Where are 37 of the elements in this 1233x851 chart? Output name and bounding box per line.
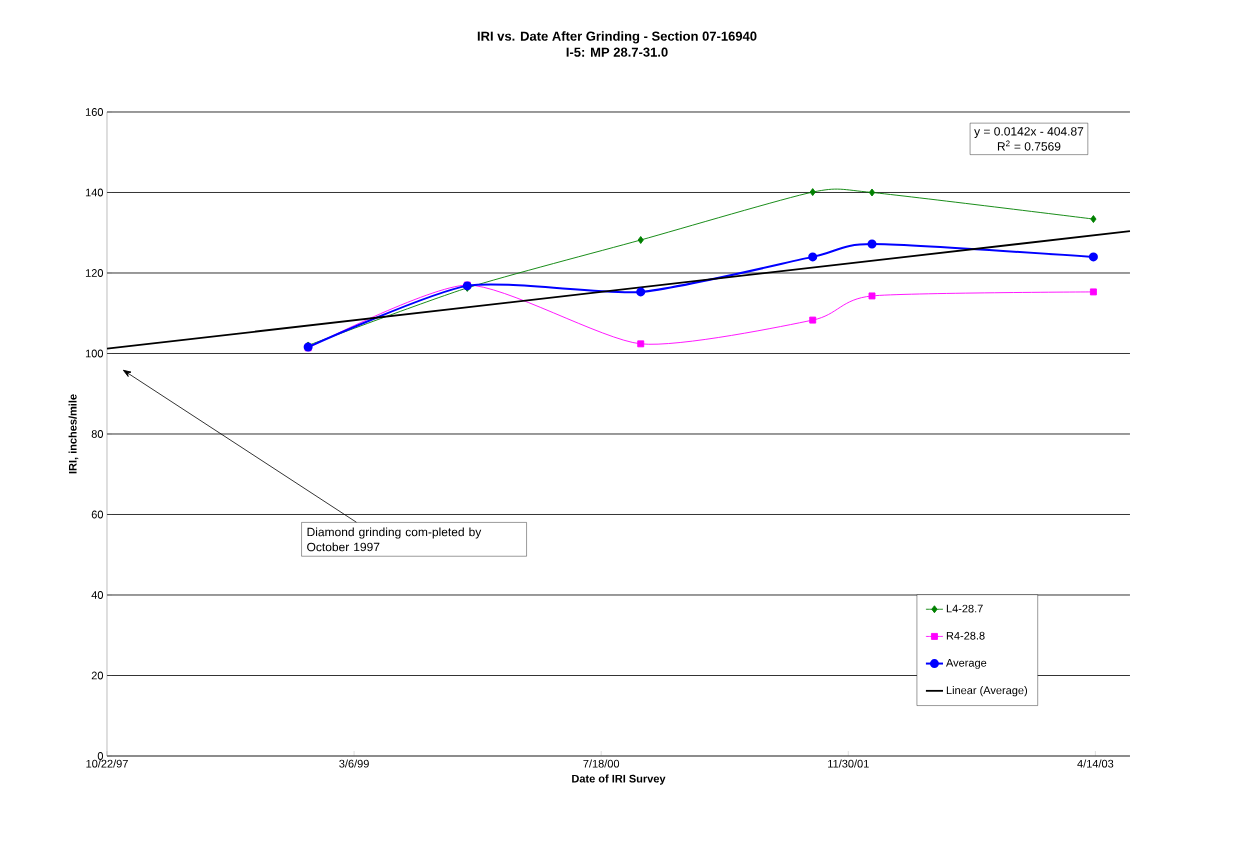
y-axis-title: IRI, inches/mile [68,394,79,474]
chart-title: IRI vs. Date After Grinding - Section 07-16940 [477,31,757,44]
legend-label: R4-28.8 [946,631,985,640]
point [867,239,877,249]
point [868,292,876,300]
y-tick-label: 140 [85,188,104,197]
y-tick-label: 0 [97,752,104,760]
point [637,236,644,244]
y-tick-label: 120 [85,269,104,277]
x-tick-label: 10/22/97 [86,759,128,768]
annotation: Diamond grinding com-pleted by October 1997 [307,527,482,552]
y-tick-label: 100 [85,349,104,358]
legend-label: L4-28.7 [946,604,983,613]
annotation: R$^{2}$ = 0.7569 [997,140,1061,151]
point [1089,288,1097,296]
y-tick-label: 40 [91,591,104,599]
point [868,188,876,197]
legend-label: Linear (Average) [946,686,1028,697]
x-tick-label: 7/18/00 [583,759,620,768]
point [636,287,646,297]
annotation: y = 0.0142x - 404.87 [974,127,1084,139]
point [1088,252,1098,262]
point [808,252,818,262]
y-tick-label: 60 [91,510,104,519]
x-tick-label: 4/14/03 [1077,759,1114,768]
x-axis-title: Date of IRI Survey [572,774,666,785]
point [809,188,816,197]
point [1090,215,1097,224]
legend-label: Average [946,659,987,669]
y-tick-label: 20 [91,671,104,680]
y-tick-label: 160 [85,108,104,116]
x-tick-label: 11/30/01 [828,759,869,768]
x-tick-label: 3/6/99 [339,759,369,768]
point [809,316,817,324]
chart-subtitle: I-5: MP 28.7-31.0 [566,47,668,57]
y-tick-label: 80 [91,430,104,438]
point [637,340,645,348]
